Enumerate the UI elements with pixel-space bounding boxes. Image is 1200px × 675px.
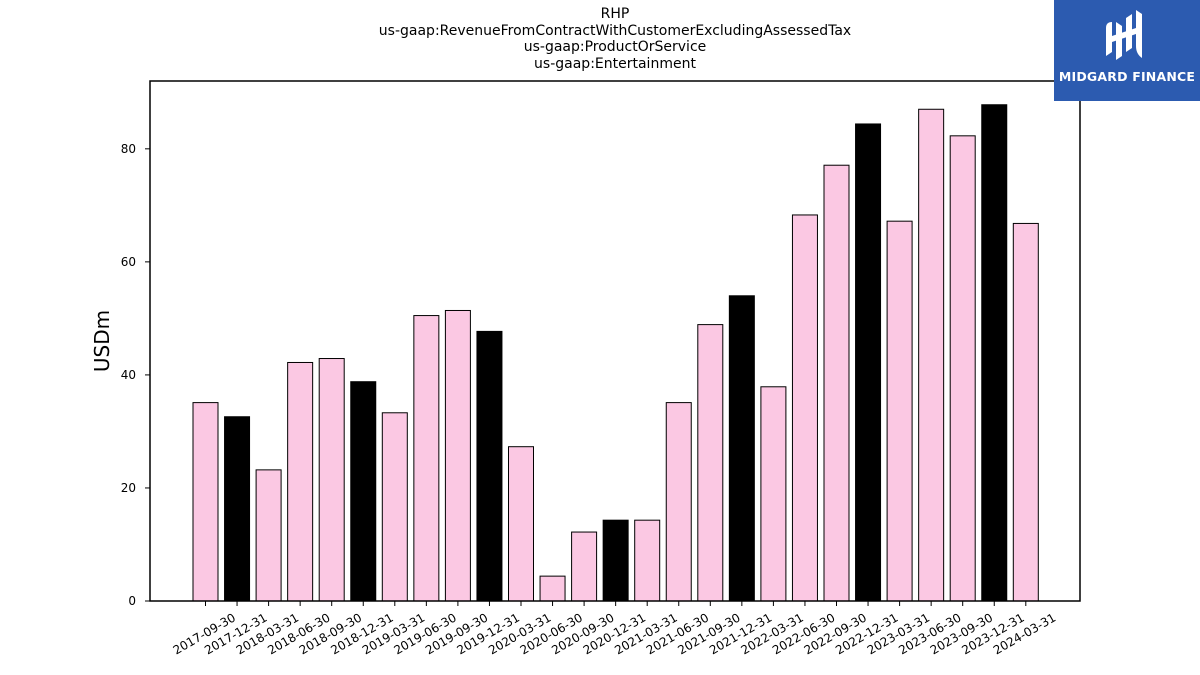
bar-2018-09-30 (318, 358, 345, 602)
chart-title-line-3: us-gaap:ProductOrService (523, 39, 707, 55)
bar-2018-06-30 (287, 361, 314, 602)
chart-title: RHP us-gaap:RevenueFromContractWithCusto… (150, 6, 1080, 72)
bar-2019-03-31 (381, 412, 408, 602)
bar-2018-03-31 (255, 469, 282, 602)
bar-2019-06-30 (413, 315, 440, 602)
bar-2018-12-31 (350, 381, 377, 602)
bar-2017-09-30 (192, 402, 219, 602)
bar-2022-03-31 (760, 386, 787, 602)
bar-2020-09-30 (571, 531, 598, 602)
chart-title-line-2: us-gaap:RevenueFromContractWithCustomerE… (378, 22, 852, 39)
x-axis: 2017-09-302017-12-312018-03-312018-06-30… (171, 601, 1058, 657)
bar-2022-06-30 (791, 214, 818, 602)
bar-2023-09-30 (949, 135, 976, 602)
bar-2021-03-31 (634, 519, 661, 602)
bar-2023-03-31 (886, 220, 913, 602)
bar-2021-06-30 (665, 402, 692, 602)
bar-2020-03-31 (508, 446, 534, 602)
bar-2019-12-31 (476, 330, 503, 602)
y-tick-label: 0 (128, 594, 136, 608)
y-tick-label: 40 (121, 368, 136, 382)
y-tick-label: 60 (121, 255, 136, 269)
bar-2021-09-30 (697, 324, 724, 602)
logo-mark-icon (1106, 10, 1142, 60)
midgard-finance-logo: MIDGARD FINANCE (1054, 0, 1200, 101)
y-axis-label: USDm (90, 310, 114, 372)
plot-frame (149, 80, 1081, 602)
bar-2020-06-30 (539, 575, 566, 602)
bar-2023-12-31 (981, 104, 1008, 602)
bar-2017-12-31 (224, 416, 251, 602)
bar-2022-12-31 (855, 123, 882, 602)
chart-title-line-4: us-gaap:Entertainment (534, 55, 696, 72)
bar-2022-09-30 (823, 164, 850, 602)
bar-2019-09-30 (444, 309, 471, 602)
bar-2020-12-31 (602, 519, 629, 602)
y-tick-label: 80 (121, 142, 136, 156)
bar-2024-03-31 (1012, 222, 1039, 602)
bar-2021-12-31 (728, 295, 755, 602)
chart-title-line-1: RHP (600, 6, 630, 22)
bars-group (192, 104, 1039, 602)
bar-2023-06-30 (918, 108, 945, 602)
y-axis: 0 20 40 60 80 (121, 142, 150, 608)
y-tick-label: 20 (121, 481, 136, 495)
logo-text: MIDGARD FINANCE (1058, 69, 1196, 84)
